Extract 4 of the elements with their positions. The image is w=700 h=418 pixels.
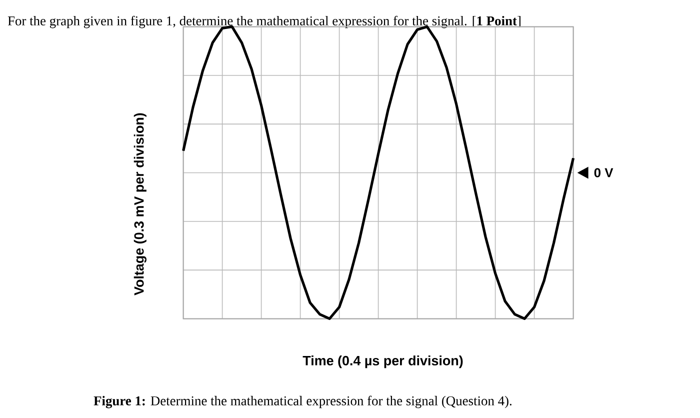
ref-line-label: 0 V: [594, 168, 614, 178]
y-axis-title: Voltage (0.3 mV per division): [134, 113, 146, 296]
text: Figure 1: Determine the mathematical expression for the signal (Question 4).: [94, 396, 512, 408]
x-axis-title: Time (0.4 µs per division): [302, 356, 463, 368]
